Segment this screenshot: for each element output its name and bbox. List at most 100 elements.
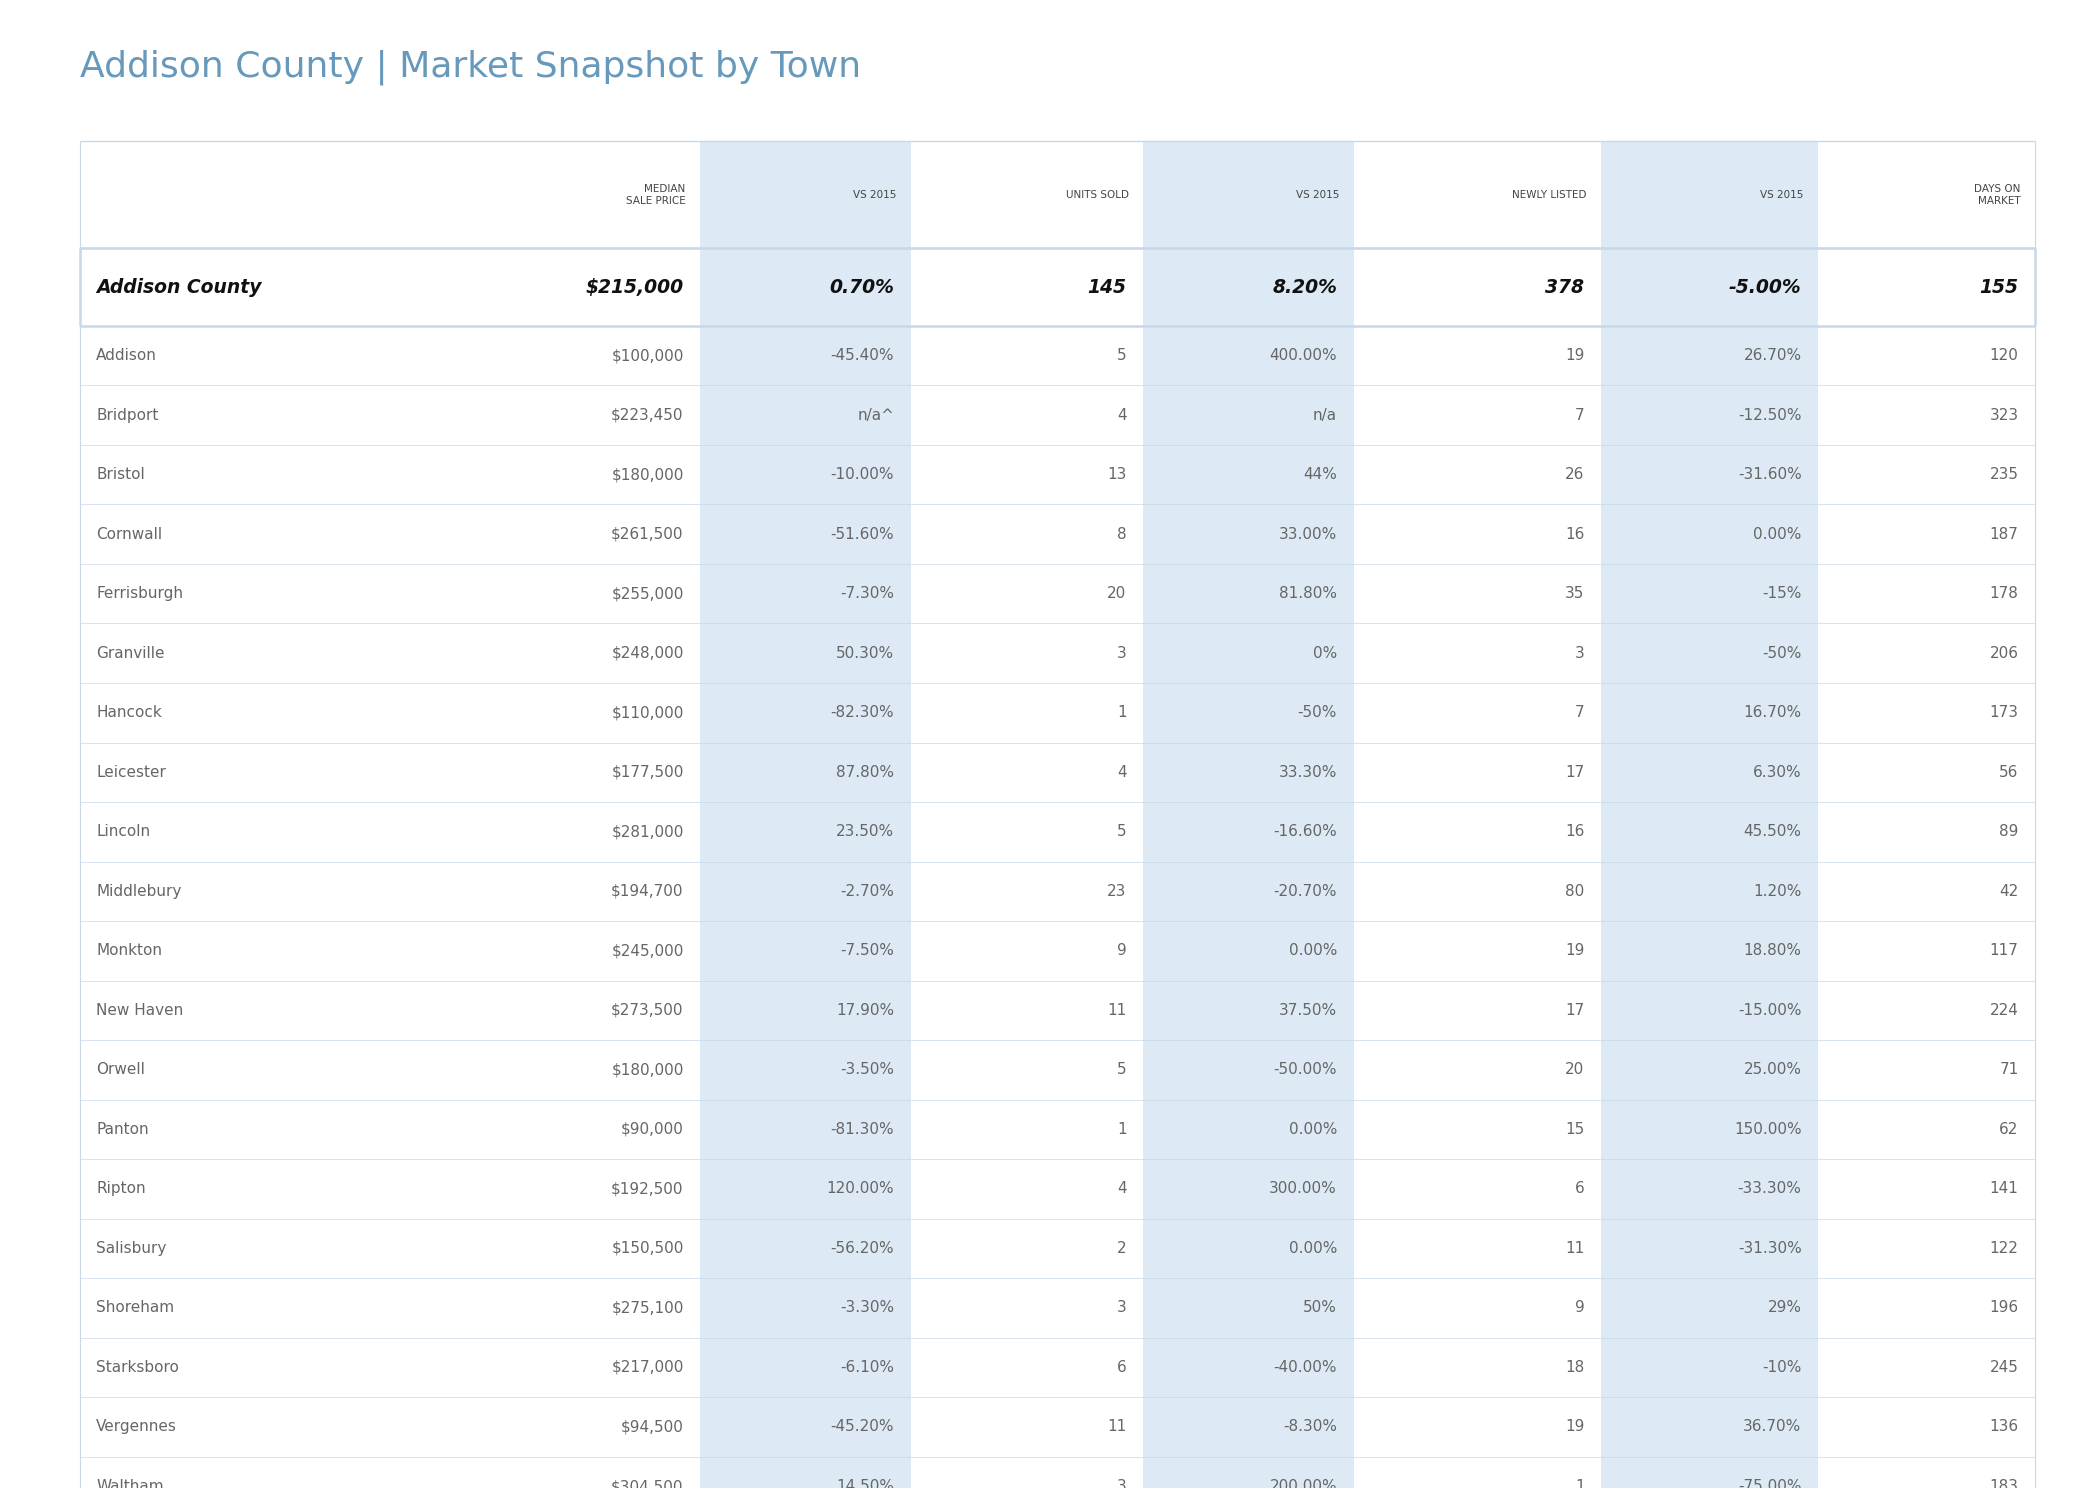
Text: 5: 5 xyxy=(1116,824,1127,839)
Text: 17.90%: 17.90% xyxy=(836,1003,894,1018)
Text: VS 2015: VS 2015 xyxy=(1761,190,1803,199)
Text: 141: 141 xyxy=(1989,1181,2019,1196)
Text: 20: 20 xyxy=(1108,586,1127,601)
Text: 6.30%: 6.30% xyxy=(1753,765,1801,780)
Text: 42: 42 xyxy=(2000,884,2019,899)
Text: Cornwall: Cornwall xyxy=(96,527,163,542)
Bar xyxy=(699,141,911,1488)
Text: 145: 145 xyxy=(1087,278,1127,296)
Text: 87.80%: 87.80% xyxy=(836,765,894,780)
Text: 178: 178 xyxy=(1989,586,2019,601)
Bar xyxy=(1602,141,1818,1488)
Bar xyxy=(1602,623,1818,683)
Text: 8.20%: 8.20% xyxy=(1273,278,1336,296)
Bar xyxy=(1602,743,1818,802)
Bar xyxy=(80,1159,2035,1219)
Text: 378: 378 xyxy=(1545,278,1585,296)
Bar xyxy=(1143,1278,1353,1338)
Text: Salisbury: Salisbury xyxy=(96,1241,168,1256)
Bar xyxy=(1143,1100,1353,1159)
Text: 196: 196 xyxy=(1989,1301,2019,1315)
Bar xyxy=(1602,1338,1818,1397)
Text: -40.00%: -40.00% xyxy=(1273,1360,1336,1375)
Bar xyxy=(1143,743,1353,802)
Text: -56.20%: -56.20% xyxy=(831,1241,894,1256)
Bar xyxy=(699,504,911,564)
Text: Addison County | Market Snapshot by Town: Addison County | Market Snapshot by Town xyxy=(80,49,861,85)
Text: 224: 224 xyxy=(1989,1003,2019,1018)
Text: 245: 245 xyxy=(1989,1360,2019,1375)
Text: -7.30%: -7.30% xyxy=(840,586,894,601)
Bar xyxy=(1143,1040,1353,1100)
Bar xyxy=(1602,1040,1818,1100)
Bar xyxy=(1602,683,1818,743)
Bar xyxy=(1143,683,1353,743)
Text: $192,500: $192,500 xyxy=(611,1181,683,1196)
Text: DAYS ON
MARKET: DAYS ON MARKET xyxy=(1975,183,2021,207)
Text: $100,000: $100,000 xyxy=(611,348,683,363)
Bar xyxy=(1602,981,1818,1040)
Text: $110,000: $110,000 xyxy=(611,705,683,720)
Bar xyxy=(699,981,911,1040)
Text: 0.00%: 0.00% xyxy=(1288,1241,1336,1256)
Bar xyxy=(1143,1457,1353,1488)
Text: 89: 89 xyxy=(2000,824,2019,839)
Text: $194,700: $194,700 xyxy=(611,884,683,899)
Text: 16: 16 xyxy=(1564,527,1585,542)
Text: Starksboro: Starksboro xyxy=(96,1360,180,1375)
Bar xyxy=(1143,1219,1353,1278)
Text: 5: 5 xyxy=(1116,348,1127,363)
Bar xyxy=(1143,623,1353,683)
Text: 200.00%: 200.00% xyxy=(1269,1479,1336,1488)
Text: $180,000: $180,000 xyxy=(611,467,683,482)
Text: $217,000: $217,000 xyxy=(611,1360,683,1375)
Text: 187: 187 xyxy=(1989,527,2019,542)
Bar xyxy=(80,1278,2035,1338)
Text: 3: 3 xyxy=(1116,1301,1127,1315)
Text: Shoreham: Shoreham xyxy=(96,1301,174,1315)
Text: 120.00%: 120.00% xyxy=(827,1181,894,1196)
Text: 3: 3 xyxy=(1575,646,1585,661)
Text: -2.70%: -2.70% xyxy=(840,884,894,899)
Text: 323: 323 xyxy=(1989,408,2019,423)
Text: 122: 122 xyxy=(1989,1241,2019,1256)
Bar xyxy=(80,921,2035,981)
Text: 80: 80 xyxy=(1564,884,1585,899)
Bar xyxy=(699,802,911,862)
Text: 45.50%: 45.50% xyxy=(1744,824,1801,839)
Text: $304,500: $304,500 xyxy=(611,1479,683,1488)
Bar xyxy=(1602,802,1818,862)
Text: 120: 120 xyxy=(1989,348,2019,363)
Text: Addison County: Addison County xyxy=(96,278,262,296)
Text: Bridport: Bridport xyxy=(96,408,159,423)
Text: 33.30%: 33.30% xyxy=(1279,765,1336,780)
Bar xyxy=(1602,1100,1818,1159)
Text: $273,500: $273,500 xyxy=(611,1003,683,1018)
Bar xyxy=(699,1219,911,1278)
Bar xyxy=(1143,248,1353,326)
Bar xyxy=(699,445,911,504)
Bar xyxy=(1602,1219,1818,1278)
Text: 50.30%: 50.30% xyxy=(836,646,894,661)
Bar xyxy=(80,981,2035,1040)
Bar xyxy=(80,1100,2035,1159)
Bar xyxy=(1602,385,1818,445)
Text: Monkton: Monkton xyxy=(96,943,163,958)
Text: 9: 9 xyxy=(1575,1301,1585,1315)
Bar xyxy=(1602,564,1818,623)
Text: Granville: Granville xyxy=(96,646,165,661)
Text: -31.60%: -31.60% xyxy=(1738,467,1801,482)
Text: NEWLY LISTED: NEWLY LISTED xyxy=(1512,190,1587,199)
Text: -16.60%: -16.60% xyxy=(1273,824,1336,839)
Text: UNITS SOLD: UNITS SOLD xyxy=(1066,190,1129,199)
Bar xyxy=(80,802,2035,862)
Bar xyxy=(80,683,2035,743)
Text: $94,500: $94,500 xyxy=(620,1420,683,1434)
Bar xyxy=(1602,921,1818,981)
Text: Vergennes: Vergennes xyxy=(96,1420,178,1434)
Text: $90,000: $90,000 xyxy=(620,1122,683,1137)
Bar xyxy=(80,623,2035,683)
Text: -50.00%: -50.00% xyxy=(1273,1062,1336,1077)
Text: 19: 19 xyxy=(1564,943,1585,958)
Bar xyxy=(80,1338,2035,1397)
